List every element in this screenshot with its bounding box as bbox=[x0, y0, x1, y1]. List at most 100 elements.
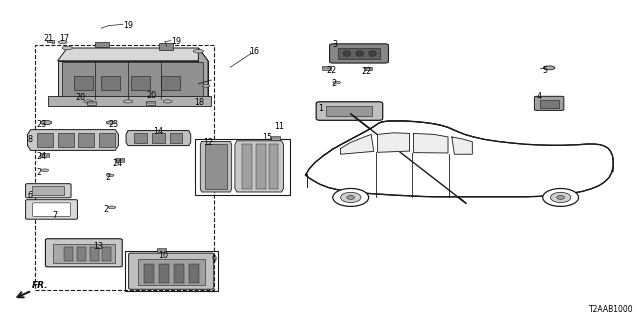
Bar bbox=[134, 133, 147, 143]
Text: 2: 2 bbox=[106, 173, 111, 182]
Ellipse shape bbox=[163, 100, 172, 103]
Bar bbox=[157, 248, 166, 252]
Text: 8: 8 bbox=[28, 135, 33, 144]
Bar bbox=[90, 247, 99, 261]
Polygon shape bbox=[200, 141, 232, 192]
Text: 2: 2 bbox=[36, 168, 42, 177]
Bar bbox=[326, 106, 372, 116]
Ellipse shape bbox=[41, 169, 49, 172]
Bar bbox=[99, 133, 115, 147]
FancyBboxPatch shape bbox=[33, 203, 70, 216]
Text: 24: 24 bbox=[112, 159, 122, 168]
Text: 6: 6 bbox=[28, 191, 33, 200]
Bar bbox=[95, 42, 109, 47]
Bar bbox=[87, 101, 96, 105]
Bar bbox=[64, 247, 73, 261]
FancyBboxPatch shape bbox=[316, 102, 383, 120]
Polygon shape bbox=[413, 133, 448, 153]
Text: 20: 20 bbox=[76, 93, 86, 102]
Ellipse shape bbox=[202, 84, 210, 87]
Bar bbox=[101, 76, 120, 90]
Text: 5: 5 bbox=[543, 66, 548, 75]
Bar bbox=[102, 247, 111, 261]
Bar bbox=[74, 76, 93, 90]
Text: 21: 21 bbox=[43, 34, 53, 43]
FancyBboxPatch shape bbox=[534, 96, 564, 110]
Ellipse shape bbox=[333, 81, 340, 84]
Polygon shape bbox=[58, 61, 208, 99]
Bar bbox=[271, 136, 280, 140]
FancyBboxPatch shape bbox=[129, 253, 214, 289]
Text: 2: 2 bbox=[104, 205, 109, 214]
Circle shape bbox=[347, 196, 355, 199]
Ellipse shape bbox=[124, 100, 132, 103]
Text: 24: 24 bbox=[36, 152, 47, 161]
Circle shape bbox=[333, 188, 369, 206]
Text: 22: 22 bbox=[362, 67, 372, 76]
Text: 7: 7 bbox=[52, 211, 58, 220]
Polygon shape bbox=[198, 48, 208, 102]
Polygon shape bbox=[28, 130, 118, 150]
Ellipse shape bbox=[369, 51, 376, 56]
Text: T2AAB1000: T2AAB1000 bbox=[589, 305, 634, 314]
Polygon shape bbox=[452, 137, 472, 154]
FancyBboxPatch shape bbox=[26, 200, 77, 219]
Polygon shape bbox=[235, 141, 284, 192]
Ellipse shape bbox=[193, 49, 204, 53]
Text: 9: 9 bbox=[211, 255, 216, 264]
Bar bbox=[146, 101, 155, 105]
Ellipse shape bbox=[543, 66, 555, 70]
Bar bbox=[78, 133, 94, 147]
Circle shape bbox=[557, 196, 564, 199]
Circle shape bbox=[543, 188, 579, 206]
Circle shape bbox=[550, 192, 571, 203]
Text: 10: 10 bbox=[158, 252, 168, 260]
FancyBboxPatch shape bbox=[26, 184, 71, 198]
Bar bbox=[174, 264, 184, 283]
Text: 20: 20 bbox=[146, 91, 156, 100]
Bar bbox=[602, 158, 613, 171]
Circle shape bbox=[340, 192, 361, 203]
Text: 3: 3 bbox=[333, 40, 338, 49]
Text: 23: 23 bbox=[109, 120, 119, 129]
Bar bbox=[37, 133, 53, 147]
Ellipse shape bbox=[40, 121, 52, 125]
Text: 13: 13 bbox=[93, 242, 103, 251]
Ellipse shape bbox=[62, 46, 72, 50]
Polygon shape bbox=[126, 131, 191, 146]
Bar bbox=[115, 158, 124, 162]
Text: 11: 11 bbox=[274, 122, 284, 131]
Bar bbox=[338, 48, 380, 59]
Text: 14: 14 bbox=[154, 127, 164, 136]
Bar bbox=[77, 247, 86, 261]
Text: 16: 16 bbox=[250, 47, 260, 56]
Text: 2: 2 bbox=[332, 79, 337, 88]
FancyBboxPatch shape bbox=[330, 44, 388, 63]
Bar bbox=[40, 153, 49, 157]
Ellipse shape bbox=[356, 51, 364, 56]
Polygon shape bbox=[378, 133, 410, 152]
Bar bbox=[170, 133, 182, 143]
Ellipse shape bbox=[343, 51, 351, 56]
Text: 22: 22 bbox=[326, 66, 337, 75]
Polygon shape bbox=[58, 48, 208, 61]
Bar bbox=[125, 251, 218, 291]
Ellipse shape bbox=[106, 174, 114, 177]
Text: 15: 15 bbox=[262, 133, 273, 142]
Ellipse shape bbox=[84, 100, 93, 103]
Text: 18: 18 bbox=[195, 98, 205, 107]
Text: 19: 19 bbox=[171, 37, 181, 46]
Text: 23: 23 bbox=[36, 120, 47, 129]
Bar bbox=[242, 144, 252, 189]
Bar bbox=[256, 144, 266, 189]
Text: 12: 12 bbox=[204, 138, 214, 147]
Text: 19: 19 bbox=[123, 21, 133, 30]
Bar bbox=[53, 244, 115, 263]
Bar bbox=[205, 144, 227, 189]
Polygon shape bbox=[305, 121, 613, 197]
Ellipse shape bbox=[58, 41, 67, 44]
Bar bbox=[144, 264, 154, 283]
Bar bbox=[269, 144, 278, 189]
Polygon shape bbox=[47, 40, 54, 43]
Ellipse shape bbox=[106, 121, 115, 124]
